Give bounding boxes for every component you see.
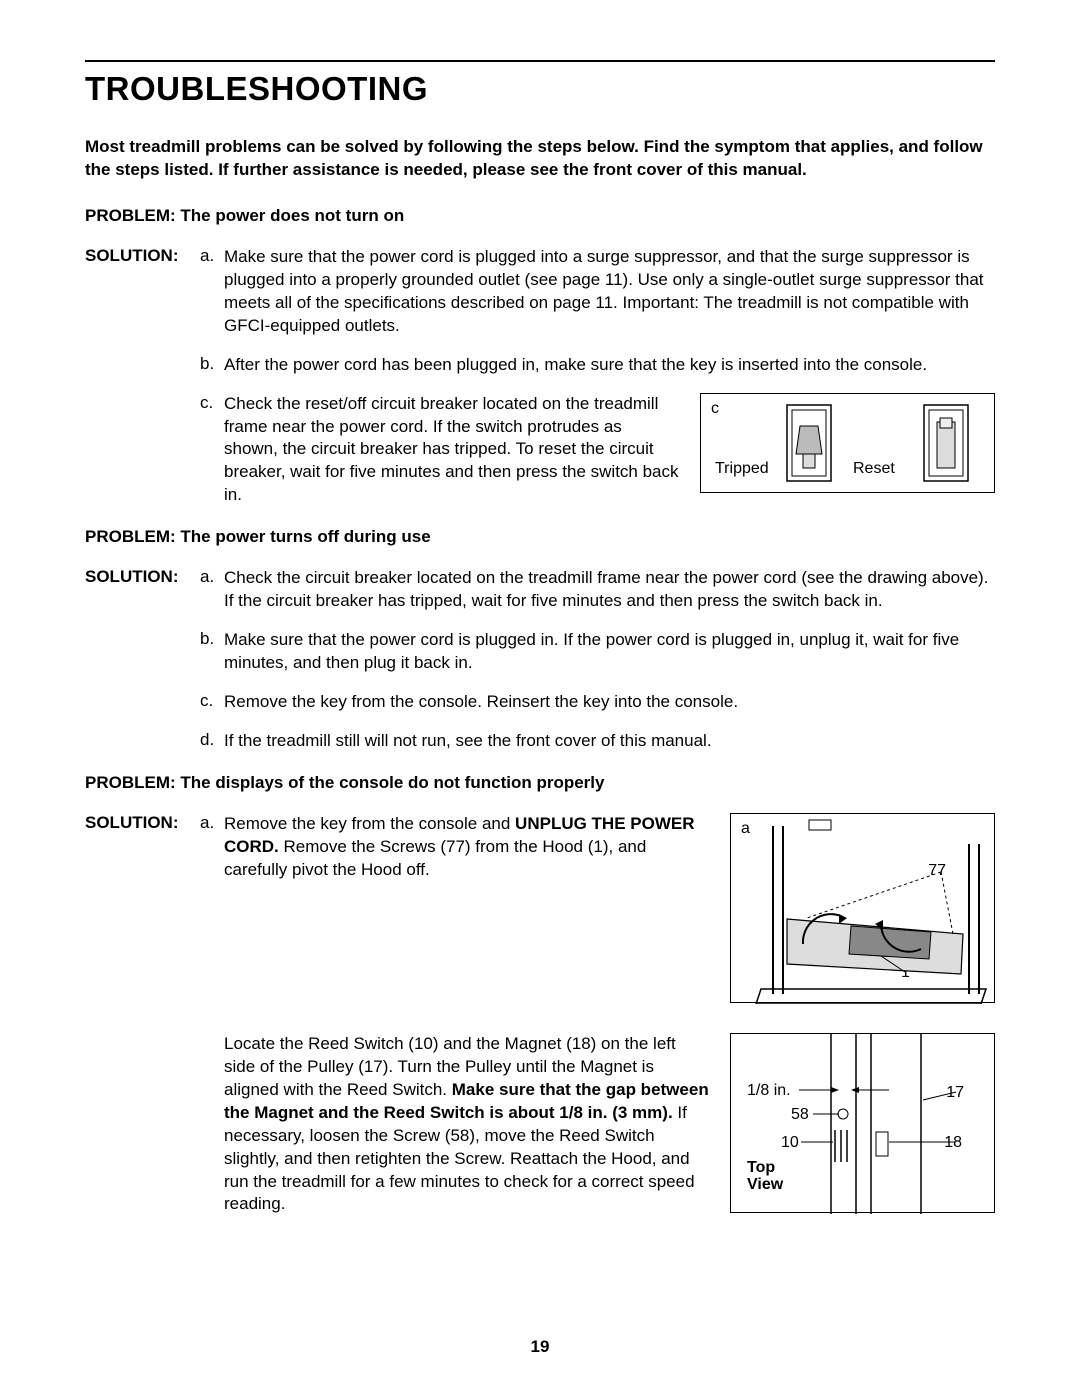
- figure-tag: c: [711, 400, 719, 418]
- figure-c-breaker: c Tripped Reset: [700, 393, 995, 493]
- page-title: TROUBLESHOOTING: [85, 70, 995, 108]
- figure-a-hood: a 77 1: [730, 813, 995, 1003]
- figure-top-view: 1/8 in. 17 58 10 18 Top View: [730, 1033, 995, 1213]
- solution-2c-row: c. Remove the key from the console. Rein…: [85, 691, 995, 714]
- figure-label-tripped: Tripped: [715, 460, 769, 478]
- problem-1-heading: PROBLEM: The power does not turn on: [85, 206, 995, 226]
- text-span: Remove the key from the console and: [224, 814, 515, 833]
- solution-2d-row: d. If the treadmill still will not run, …: [85, 730, 995, 753]
- solution-text: Locate the Reed Switch (10) and the Magn…: [224, 1033, 710, 1217]
- solution-text: After the power cord has been plugged in…: [224, 354, 995, 377]
- item-letter: d.: [200, 730, 224, 750]
- solution-label: SOLUTION:: [85, 246, 200, 266]
- solution-text: Check the reset/off circuit breaker loca…: [224, 393, 680, 508]
- top-rule: [85, 60, 995, 62]
- solution-text: Make sure that the power cord is plugged…: [224, 629, 995, 675]
- text-span: Remove the Screws (77) from the Hood (1)…: [224, 837, 646, 879]
- item-letter: a.: [200, 813, 224, 882]
- item-letter: c.: [200, 691, 224, 711]
- solution-text: Check the circuit breaker located on the…: [224, 567, 995, 613]
- breaker-tripped-icon: [786, 404, 832, 482]
- item-letter: b.: [200, 629, 224, 649]
- intro-text: Most treadmill problems can be solved by…: [85, 136, 995, 182]
- solution-1c-row: c. Check the reset/off circuit breaker l…: [85, 393, 995, 508]
- hood-diagram-icon: [731, 814, 996, 1004]
- solution-2b-row: b. Make sure that the power cord is plug…: [85, 629, 995, 675]
- breaker-reset-icon: [923, 404, 969, 482]
- item-letter: a.: [200, 567, 224, 587]
- page-number: 19: [0, 1337, 1080, 1357]
- solution-1a-row: SOLUTION: a. Make sure that the power co…: [85, 246, 995, 338]
- topview-diagram-icon: [731, 1034, 996, 1214]
- solution-label: SOLUTION:: [85, 567, 200, 587]
- solution-1b-row: b. After the power cord has been plugged…: [85, 354, 995, 377]
- figure-label-reset: Reset: [853, 460, 895, 478]
- page: TROUBLESHOOTING Most treadmill problems …: [0, 0, 1080, 1397]
- solution-2a-row: SOLUTION: a. Check the circuit breaker l…: [85, 567, 995, 613]
- problem-3-heading: PROBLEM: The displays of the console do …: [85, 773, 995, 793]
- solution-3a2-row: Locate the Reed Switch (10) and the Magn…: [85, 1033, 995, 1217]
- solution-text: Remove the key from the console. Reinser…: [224, 691, 995, 714]
- item-letter: b.: [200, 354, 224, 374]
- solution-label: SOLUTION:: [85, 813, 200, 882]
- problem-2-heading: PROBLEM: The power turns off during use: [85, 527, 995, 547]
- item-letter: a.: [200, 246, 224, 266]
- solution-text: If the treadmill still will not run, see…: [224, 730, 995, 753]
- item-letter: c.: [200, 393, 224, 508]
- solution-3a-row: SOLUTION: a. Remove the key from the con…: [85, 813, 995, 1003]
- solution-text: Remove the key from the console and UNPL…: [224, 813, 710, 882]
- solution-text: Make sure that the power cord is plugged…: [224, 246, 995, 338]
